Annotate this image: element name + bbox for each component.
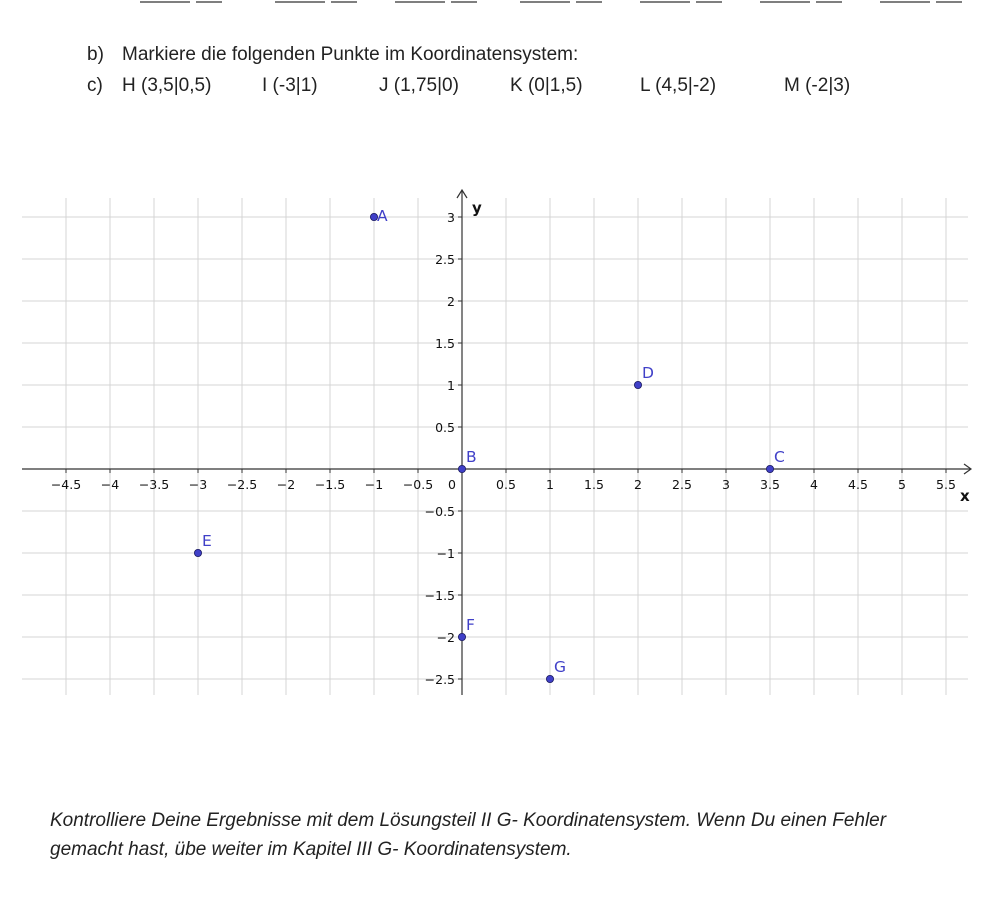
task-c-letter: c) bbox=[87, 75, 103, 96]
point-to-mark-k: K (0|1,5) bbox=[510, 75, 583, 96]
point-d bbox=[634, 380, 643, 389]
grid-lines bbox=[22, 198, 968, 695]
x-tick-label: 1.5 bbox=[584, 477, 604, 492]
x-axis-arrow bbox=[963, 463, 973, 475]
y-tick-label: −2.5 bbox=[425, 672, 455, 687]
x-tick-label: −3.5 bbox=[139, 477, 169, 492]
y-axis-arrow bbox=[456, 188, 468, 199]
x-tick-label: 3.5 bbox=[760, 477, 780, 492]
x-tick-label: −2 bbox=[277, 477, 295, 492]
y-axis-label: y bbox=[472, 199, 482, 217]
y-tick-label: 1.5 bbox=[435, 336, 455, 351]
y-tick-label: −1 bbox=[437, 546, 455, 561]
point-e bbox=[193, 548, 202, 557]
point-to-mark-h: H (3,5|0,5) bbox=[122, 75, 212, 96]
x-tick-label: −0.5 bbox=[403, 477, 433, 492]
x-tick-label: 2 bbox=[634, 477, 642, 492]
footer-line-2: gemacht hast, übe weiter im Kapitel III … bbox=[50, 839, 572, 860]
x-tick-label: −2.5 bbox=[227, 477, 257, 492]
y-tick-label: 1 bbox=[447, 378, 455, 393]
x-tick-label: −3 bbox=[189, 477, 207, 492]
x-tick-label: −1.5 bbox=[315, 477, 345, 492]
footer-instruction: Kontrolliere Deine Ergebnisse mit dem Lö… bbox=[50, 806, 950, 864]
x-tick-label: 1 bbox=[546, 477, 554, 492]
plotted-points: A B C D E F G bbox=[193, 207, 785, 683]
x-tick-labels: −4.5 −4 −3.5 −3 −2.5 −2 −1.5 −1 −0.5 0 0.5 1 1.5 2 2.5… bbox=[51, 477, 956, 492]
y-tick-label: 0.5 bbox=[435, 420, 455, 435]
point-label-f: F bbox=[466, 616, 475, 634]
point-label-g: G bbox=[554, 658, 566, 676]
axes: xy bbox=[22, 188, 973, 695]
x-tick-label: 4 bbox=[810, 477, 818, 492]
point-c bbox=[766, 464, 775, 473]
y-tick-labels: −2.5 −2 −1.5 −1 −0.5 0.5 1 1.5 2 2.5 3 bbox=[425, 210, 455, 687]
previous-task-blank-lines bbox=[140, 1, 962, 3]
x-tick-label: −4 bbox=[101, 477, 119, 492]
x-tick-label: 5 bbox=[898, 477, 906, 492]
y-tick-label: 3 bbox=[447, 210, 455, 225]
point-to-mark-i: I (-3|1) bbox=[262, 75, 318, 96]
y-tick-label: −1.5 bbox=[425, 588, 455, 603]
y-tick-label: −0.5 bbox=[425, 504, 455, 519]
point-to-mark-m: M (-2|3) bbox=[784, 75, 851, 96]
x-tick-label: −4.5 bbox=[51, 477, 81, 492]
coordinate-system[interactable]: xy −4.5 −4 −3.5 −3 −2.5 −2 −1.5 −1 −0.5 0 0.5 1 1.5 2… bbox=[0, 180, 1000, 710]
x-tick-label: 2.5 bbox=[672, 477, 692, 492]
y-tick-label: 2 bbox=[447, 294, 455, 309]
point-to-mark-j: J (1,75|0) bbox=[379, 75, 459, 96]
x-tick-label: −1 bbox=[365, 477, 383, 492]
footer-line-1: Kontrolliere Deine Ergebnisse mit dem Lö… bbox=[50, 810, 887, 831]
point-label-a: A bbox=[377, 207, 388, 225]
point-to-mark-l: L (4,5|-2) bbox=[640, 75, 717, 96]
x-axis-label: x bbox=[960, 487, 970, 505]
point-g bbox=[546, 674, 555, 683]
x-tick-label: 0 bbox=[448, 477, 456, 492]
task-b-instruction: Markiere die folgenden Punkte im Koordin… bbox=[122, 44, 579, 65]
task-c: c) H (3,5|0,5) I (-3|1) J (1,75|0) K (0|… bbox=[87, 75, 987, 101]
y-tick-label: −2 bbox=[437, 630, 455, 645]
point-label-d: D bbox=[642, 364, 654, 382]
x-tick-label: 4.5 bbox=[848, 477, 868, 492]
x-tick-label: 0.5 bbox=[496, 477, 516, 492]
point-a bbox=[369, 213, 378, 222]
point-label-e: E bbox=[202, 532, 212, 550]
point-label-b: B bbox=[466, 448, 477, 466]
task-b-letter: b) bbox=[87, 44, 104, 65]
x-tick-label: 5.5 bbox=[936, 477, 956, 492]
point-label-c: C bbox=[774, 448, 785, 466]
point-b bbox=[457, 464, 466, 473]
x-tick-label: 3 bbox=[722, 477, 730, 492]
point-f bbox=[457, 632, 466, 641]
y-tick-label: 2.5 bbox=[435, 252, 455, 267]
